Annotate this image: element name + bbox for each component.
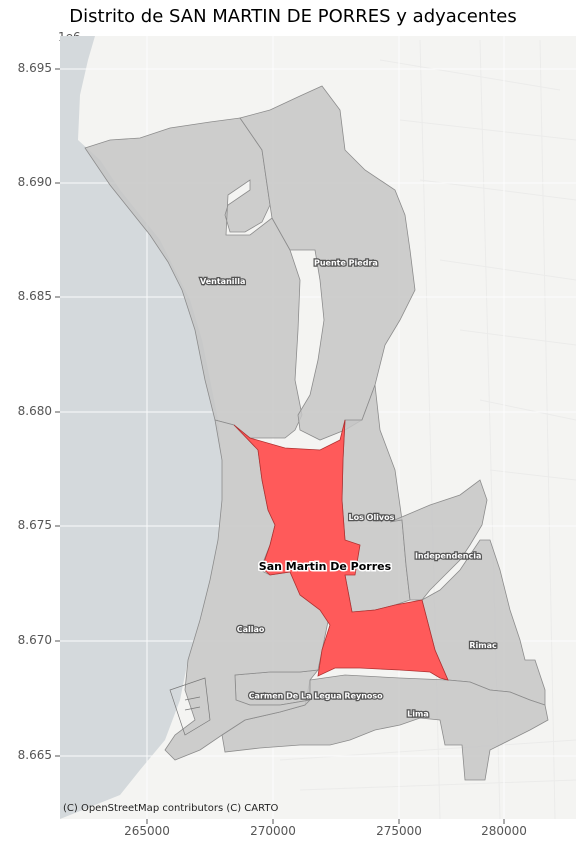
district-label: San Martin De Porres [259, 560, 392, 573]
district-label: Carmen De La Legua Reynoso [249, 691, 383, 700]
y-tick-label: 8.675 [17, 518, 52, 532]
x-tick-label: 275000 [376, 824, 422, 838]
district-san-martin-de-porres [233, 419, 449, 681]
district-label: Los Olivos [349, 513, 395, 522]
y-tick-label: 8.685 [17, 289, 52, 303]
x-tick-label: 265000 [124, 824, 170, 838]
y-tick-label: 8.690 [17, 175, 52, 189]
district-independencia [389, 479, 488, 601]
district-label: Independencia [415, 552, 481, 561]
district-lima [221, 674, 549, 781]
port-outline [169, 677, 211, 736]
y-tick-label: 8.680 [17, 404, 52, 418]
district-label: Callao [237, 625, 265, 634]
district-label: Rimac [469, 641, 497, 650]
x-tick-label: 270000 [250, 824, 296, 838]
district-labels: Ventanilla Puente Piedra Los Olivos Indepen… [199, 257, 498, 720]
map-attribution: (C) OpenStreetMap contributors (C) CARTO [63, 803, 279, 814]
y-tick-label: 8.665 [17, 748, 52, 762]
y-tick-label: 8.670 [17, 633, 52, 647]
x-tick-label: 280000 [481, 824, 527, 838]
map-title: Distrito de SAN MARTIN DE PORRES y adyac… [69, 6, 517, 27]
axis-ticks [55, 68, 505, 824]
district-label: Lima [407, 710, 429, 719]
district-label: Ventanilla [200, 277, 245, 286]
y-tick-label: 8.695 [17, 61, 52, 75]
district-label: Puente Piedra [314, 259, 378, 268]
ocean [60, 36, 222, 819]
